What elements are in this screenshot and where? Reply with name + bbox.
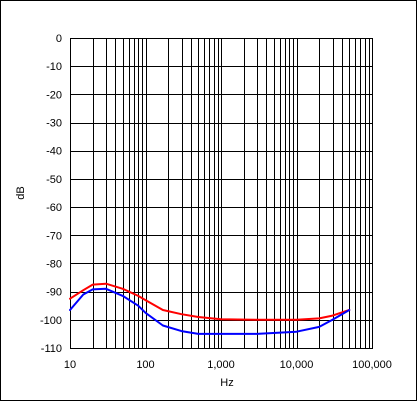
y-axis-label: dB — [15, 186, 27, 199]
y-tick-label: -30 — [46, 118, 62, 130]
y-tick-label: -60 — [46, 202, 62, 214]
y-tick-label: -80 — [46, 258, 62, 270]
x-tick-label: 10 — [64, 359, 76, 371]
y-tick-label: -10 — [46, 61, 62, 73]
y-tick-labels: 0 -10 -20 -30 -40 -50 -60 -70 -80 -90 -100 -110 — [40, 33, 62, 355]
y-tick-label: -20 — [46, 89, 62, 101]
x-tick-labels: 10 100 1,000 10,000 100,000 — [64, 359, 392, 371]
y-tick-label: -110 — [41, 343, 62, 355]
y-tick-label: -70 — [46, 230, 62, 242]
x-tick-label: 10,000 — [280, 359, 314, 371]
x-axis-label: Hz — [220, 377, 233, 389]
series-line-1 — [69, 282, 351, 321]
x-tick-label: 100,000 — [352, 359, 392, 371]
y-tick-label: -100 — [40, 315, 62, 327]
plot-border — [70, 38, 373, 349]
y-tick-label: -40 — [46, 146, 62, 158]
series-layer — [69, 282, 351, 335]
y-tick-label: -50 — [46, 174, 62, 186]
y-tick-label: 0 — [56, 33, 62, 45]
x-tick-label: 100 — [136, 359, 154, 371]
grid — [70, 38, 372, 348]
series-line-2 — [69, 287, 351, 335]
x-tick-label: 1,000 — [207, 359, 235, 371]
y-tick-label: -90 — [46, 287, 62, 299]
